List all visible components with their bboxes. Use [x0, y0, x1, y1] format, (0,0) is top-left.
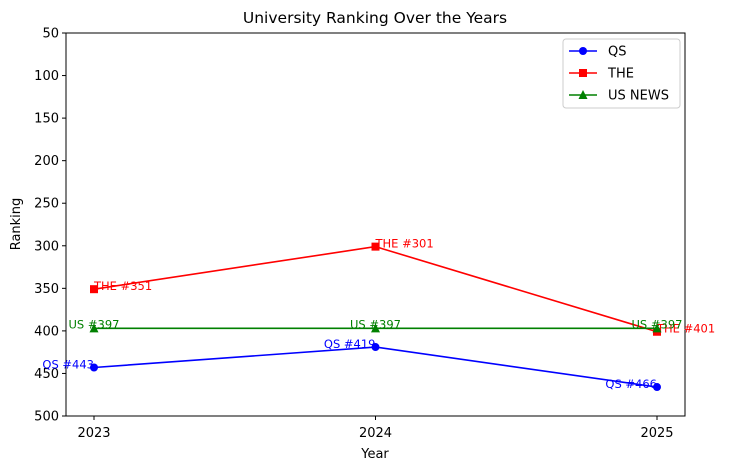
- data-label-qs: QS #419: [324, 337, 376, 351]
- legend-marker-qs: [579, 47, 587, 55]
- data-point-the: [90, 285, 98, 294]
- y-axis-label: Ranking: [9, 198, 24, 251]
- series-line-qs: [93, 346, 658, 388]
- data-label-us-news: US #397: [350, 317, 401, 331]
- y-tick-label: 500: [34, 410, 59, 425]
- y-tick-label: 50: [42, 27, 59, 42]
- data-label-us-news: US #397: [69, 317, 120, 331]
- data-label-the: THE #351: [93, 279, 152, 293]
- data-point-us-news: [89, 323, 99, 333]
- data-label-the: THE #301: [375, 237, 434, 251]
- data-point-us-news: [371, 323, 380, 333]
- y-tick-label: 200: [34, 154, 59, 169]
- data-label-qs: QS #443: [42, 357, 94, 371]
- plot-area: 50 100 150 200 250 300 350 400 450 500 2023 2024 202…: [34, 27, 715, 442]
- x-tick-label: 2023: [77, 426, 110, 441]
- y-tick-label: 250: [34, 197, 59, 212]
- y-tick-label: 400: [34, 324, 59, 339]
- legend-label-qs: QS: [608, 45, 626, 60]
- data-label-us-news: US #397: [632, 317, 683, 331]
- x-tick-label: 2025: [640, 426, 673, 441]
- data-label-the: THE #401: [656, 322, 715, 336]
- data-point-qs: [371, 343, 380, 352]
- y-tick-label: 350: [34, 282, 59, 297]
- y-tick-label: 300: [34, 239, 59, 254]
- data-point-us-news: [652, 323, 662, 333]
- data-point-qs: [90, 363, 98, 372]
- legend-label-us-news: US NEWS: [608, 89, 669, 104]
- chart-title: University Ranking Over the Years: [243, 9, 507, 27]
- legend-box: [562, 38, 681, 109]
- data-point-the: [371, 242, 380, 251]
- legend: QS THE US NEWS: [562, 38, 681, 109]
- legend-marker-the: [579, 69, 587, 77]
- data-point-qs: [653, 383, 661, 392]
- legend-label-the: THE: [607, 67, 634, 82]
- x-tick-label: 2024: [359, 426, 392, 441]
- y-tick-label: 150: [34, 112, 59, 127]
- y-tick-label: 450: [34, 367, 59, 382]
- legend-marker-us-news: [578, 90, 588, 99]
- x-axis-label: Year: [360, 447, 389, 462]
- y-tick-label: 100: [34, 69, 59, 84]
- data-label-qs: QS #466: [605, 377, 657, 391]
